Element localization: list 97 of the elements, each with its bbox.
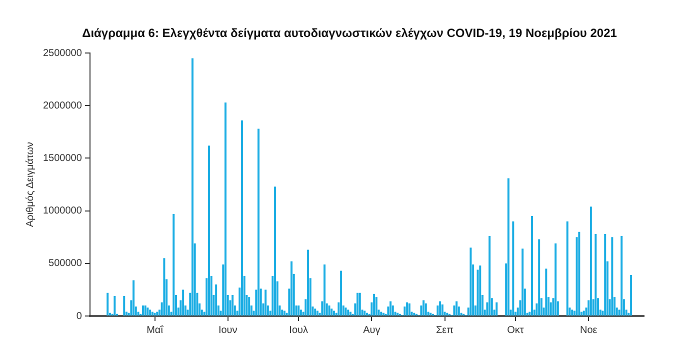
- x-tick-label: Ιουλ: [289, 324, 308, 336]
- bar: [330, 308, 333, 316]
- bar: [545, 268, 548, 316]
- bar: [281, 310, 284, 316]
- bar: [191, 58, 194, 316]
- bar: [392, 305, 394, 316]
- x-tick-label: Σεπ: [436, 324, 454, 336]
- bar: [406, 302, 408, 316]
- bar: [582, 310, 585, 316]
- bar: [332, 310, 335, 316]
- bar: [347, 310, 350, 316]
- bar: [208, 146, 210, 316]
- bar: [531, 216, 534, 316]
- bar: [507, 178, 510, 316]
- x-tick-label: Μαΐ: [146, 324, 164, 336]
- bar: [307, 250, 310, 316]
- y-tick-label: 500000: [48, 258, 82, 270]
- bar: [283, 310, 286, 316]
- bar: [479, 266, 482, 316]
- y-axis-title: Αριθμός Δειγμάτων: [24, 142, 36, 228]
- bar: [314, 308, 316, 316]
- x-tick-label: Ιουν: [218, 324, 238, 336]
- y-tick-label: 2000000: [42, 100, 82, 112]
- bar: [144, 305, 146, 316]
- bar: [424, 303, 427, 316]
- bar: [340, 270, 342, 316]
- bar: [232, 294, 234, 316]
- bar: [146, 308, 149, 316]
- bar: [344, 308, 347, 316]
- y-tick-label: 0: [76, 310, 82, 322]
- y-tick-label: 1000000: [42, 206, 82, 217]
- bar: [324, 264, 326, 316]
- bar: [132, 280, 135, 316]
- bar: [215, 284, 218, 316]
- bar: [382, 312, 384, 316]
- y-tick-label: 1500000: [42, 152, 82, 164]
- bar: [604, 234, 606, 316]
- y-tick-label: 2500000: [42, 48, 82, 59]
- bar: [328, 305, 330, 316]
- bar: [300, 310, 302, 316]
- bar: [439, 301, 442, 316]
- bar: [172, 214, 175, 316]
- bar: [554, 243, 557, 316]
- bar: [630, 274, 632, 316]
- bar: [590, 206, 592, 316]
- bar: [594, 234, 597, 316]
- bar: [404, 306, 406, 316]
- bar: [578, 232, 580, 316]
- bar: [375, 297, 378, 316]
- bar: [114, 296, 116, 316]
- bar: [241, 120, 244, 316]
- bar: [488, 236, 491, 316]
- bar: [566, 221, 568, 316]
- bar: [142, 305, 144, 316]
- bar: [408, 303, 410, 316]
- chart-title: Διάγραμμα 6: Ελεγχθέντα δείγματα αυτοδιαγνωστικών ελέγχων COVID-19, 19 Νοεμβρίου 2021: [81, 26, 618, 40]
- bar: [163, 258, 166, 316]
- bar: [522, 248, 524, 316]
- bar: [364, 310, 366, 316]
- bar: [258, 128, 260, 316]
- bar: [274, 186, 276, 316]
- bar: [154, 312, 156, 316]
- bar: [611, 237, 614, 316]
- bar: [436, 305, 439, 316]
- bar: [373, 294, 376, 316]
- bar: [358, 292, 361, 316]
- bar: [620, 236, 623, 316]
- x-tick-label: Αυγ: [363, 324, 380, 336]
- bar: [571, 310, 574, 316]
- bar: [290, 261, 293, 316]
- bar: [538, 239, 540, 316]
- bar: [366, 312, 368, 316]
- bar: [224, 102, 227, 316]
- bar: [316, 310, 318, 316]
- bar: [149, 310, 152, 316]
- bar: [106, 292, 109, 316]
- bar: [356, 292, 359, 316]
- bar: [156, 312, 158, 316]
- bar: [380, 312, 382, 316]
- bar: [349, 312, 352, 316]
- bar: [248, 297, 250, 316]
- bar: [456, 301, 458, 316]
- bar: [390, 301, 392, 316]
- bar: [151, 312, 154, 316]
- bar: [264, 290, 267, 316]
- bar: [298, 305, 300, 316]
- bar: [496, 302, 498, 316]
- bar: [422, 300, 425, 316]
- bar: [476, 270, 479, 316]
- bar: [453, 305, 456, 316]
- bar: [512, 221, 514, 316]
- bar: [470, 248, 472, 316]
- x-tick-label: Νοε: [580, 324, 598, 336]
- bar: [441, 304, 444, 316]
- bar: [182, 290, 184, 316]
- x-tick-label: Οκτ: [507, 324, 524, 336]
- bar: [123, 296, 126, 316]
